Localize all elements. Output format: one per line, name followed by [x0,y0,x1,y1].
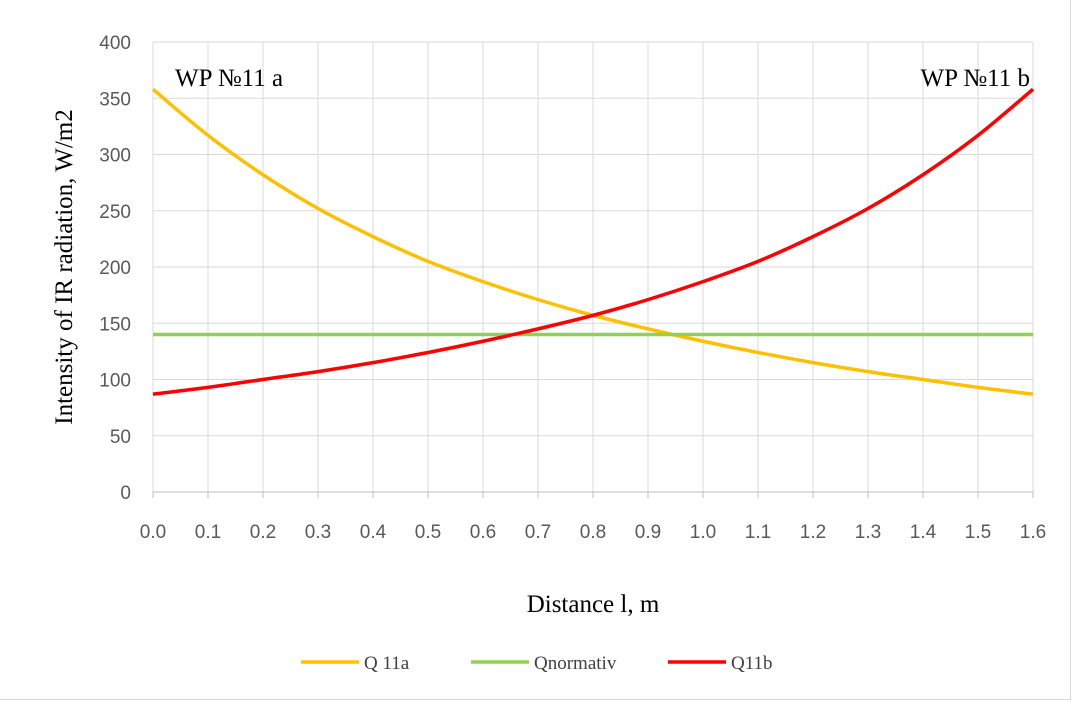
x-tick-label: 1.0 [690,522,716,543]
gridlines [152,41,1034,492]
x-tick-label: 0.5 [415,522,441,543]
legend-label-q11b: Q11b [731,653,773,674]
y-tick-label: 300 [99,146,131,167]
y-tick-label: 100 [99,371,131,392]
x-tick-label: 1.5 [965,522,991,543]
series-line-q-11a [151,87,1034,396]
annotation-right: WP №11 b [921,65,1031,92]
x-axis-title: Distance l, m [527,591,660,618]
x-tick-label: 0.1 [195,522,221,543]
x-tick-label: 1.2 [800,522,826,543]
annotation-left: WP №11 a [175,65,283,92]
legend-label-q11a: Q 11a [364,653,410,674]
axes [152,491,1034,498]
x-tick-label: 1.3 [855,522,881,543]
y-tick-label: 0 [120,483,131,504]
series-lines [151,87,1035,396]
y-axis-title: Intensity of IR radiation, W/m2 [51,109,78,424]
x-tick-label: 0.2 [250,522,276,543]
tick-labels: 0 50 100 150 200 250 300 350 400 0.0 0.1 0.2 0.3 0.4 0… [99,33,1046,543]
y-tick-label: 250 [99,202,131,223]
x-tick-label: 1.1 [745,522,771,543]
x-tick-label: 0.8 [580,522,606,543]
y-tick-label: 400 [99,33,131,54]
y-tick-label: 350 [99,89,131,110]
legend-label-qnormativ: Qnormativ [534,653,617,674]
x-tick-label: 0.3 [305,522,331,543]
x-tick-label: 0.0 [140,522,166,543]
y-tick-label: 200 [99,258,131,279]
y-tick-label: 150 [99,314,131,335]
x-tick-label: 1.6 [1020,522,1046,543]
legend: Q 11a Qnormativ Q11b [301,653,773,674]
x-tick-label: 0.4 [360,522,387,543]
series-line-q11b [152,87,1035,396]
x-tick-label: 0.7 [525,522,551,543]
x-tick-label: 0.9 [635,522,661,543]
x-tick-label: 0.6 [470,522,496,543]
x-tick-label: 1.4 [910,522,937,543]
y-tick-label: 50 [110,427,131,448]
